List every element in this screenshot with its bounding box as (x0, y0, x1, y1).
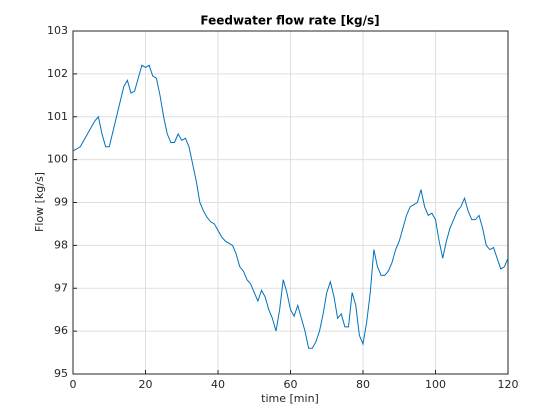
y-tick-label: 95 (54, 367, 68, 380)
x-tick-label: 60 (284, 378, 298, 391)
chart-title: Feedwater flow rate [kg/s] (200, 14, 379, 28)
x-tick-label: 40 (211, 378, 225, 391)
y-axis-label: Flow [kg/s] (33, 172, 46, 232)
y-tick-label: 101 (47, 110, 68, 123)
y-tick-label: 96 (54, 324, 68, 337)
x-tick-label: 0 (70, 378, 77, 391)
y-tick-label: 98 (54, 238, 68, 251)
x-tick-label: 80 (356, 378, 370, 391)
y-tick-label: 102 (47, 67, 68, 80)
y-tick-label: 100 (47, 153, 68, 166)
line-series (72, 64, 509, 349)
axes-box (72, 30, 509, 375)
x-axis-label: time [min] (261, 392, 319, 405)
y-tick-label: 99 (54, 196, 68, 209)
y-tick-label: 103 (47, 24, 68, 37)
x-tick-label: 100 (425, 378, 446, 391)
y-tick-label: 97 (54, 281, 68, 294)
x-tick-label: 120 (498, 378, 519, 391)
x-tick-label: 20 (139, 378, 153, 391)
